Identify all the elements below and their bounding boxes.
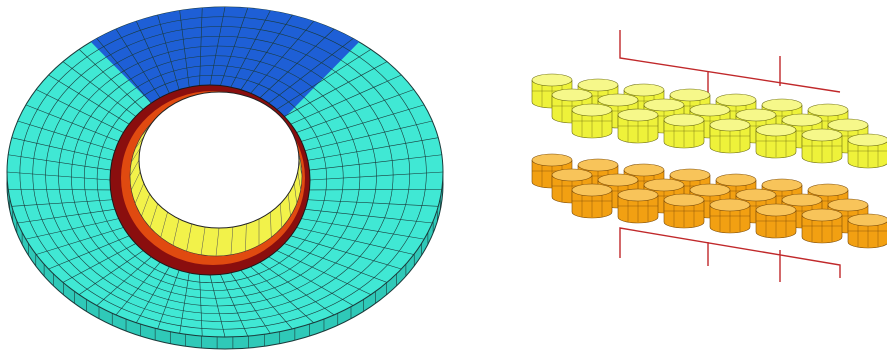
wall-mesh-line <box>129 159 140 177</box>
cylinder-top <box>735 188 777 202</box>
cylinder <box>571 103 613 139</box>
cylinder <box>847 213 887 249</box>
wall-mesh-line <box>149 203 158 228</box>
cylinder-top <box>807 103 849 117</box>
cylinder-top <box>617 188 659 202</box>
cylinder-top <box>715 93 757 107</box>
cylinder-top <box>827 118 869 132</box>
wall-mesh-line <box>134 136 145 149</box>
cylinder-top <box>755 203 797 217</box>
cylinder <box>617 188 659 224</box>
cylinder-top <box>761 178 803 192</box>
ring-mesh-line <box>58 45 377 307</box>
cylinder <box>801 128 843 164</box>
ring-mesh-line <box>32 26 411 322</box>
cylinder-side <box>847 219 887 249</box>
cylinder-top <box>847 133 887 147</box>
cylinder <box>709 198 751 234</box>
cylinder <box>663 113 705 149</box>
cylinder-top <box>689 103 731 117</box>
cylinder-top <box>571 103 613 117</box>
ring-mesh-line <box>71 55 361 299</box>
cylinder-layers <box>531 73 887 249</box>
wall-mesh-line <box>230 226 234 255</box>
cylinder-top <box>735 108 777 122</box>
cylinder-top <box>623 163 665 177</box>
ring-mesh-line <box>19 16 427 330</box>
cylinder <box>709 118 751 154</box>
cylinder-top <box>551 168 593 182</box>
torus-mesh <box>6 6 444 350</box>
cylinder-top <box>761 98 803 112</box>
cylinder-top <box>689 183 731 197</box>
cylinder-top <box>643 178 685 192</box>
wall-mesh-line <box>215 227 220 257</box>
cylinder <box>755 203 797 239</box>
wall-mesh-line <box>186 223 192 252</box>
cylinder <box>663 193 705 229</box>
lower-connector <box>619 227 841 282</box>
cylinder-top <box>801 128 843 142</box>
cylinder-top <box>801 208 843 222</box>
wall-mesh-line <box>160 212 168 238</box>
cylinder-top <box>617 108 659 122</box>
wall-mesh-line <box>270 212 272 238</box>
cylinder-top <box>597 173 639 187</box>
wall-mesh-line <box>297 171 301 190</box>
ring-mesh-line <box>45 35 394 315</box>
wall-mesh-line <box>298 159 303 177</box>
cylinder-top <box>669 88 711 102</box>
cylinder <box>571 183 613 219</box>
cylinder-top <box>827 198 869 212</box>
wall-mesh-line <box>131 171 141 191</box>
wall-mesh-line <box>141 193 150 217</box>
cylinder-top <box>781 113 823 127</box>
connector-lines <box>619 30 841 282</box>
cylinder-top <box>531 73 573 87</box>
cylinder-top <box>571 183 613 197</box>
cylinder-top <box>807 183 849 197</box>
cylinder-top <box>577 78 619 92</box>
cylinder-top <box>643 98 685 112</box>
cylinder-top <box>755 123 797 137</box>
cylinder <box>847 133 887 169</box>
cylinder-top <box>709 118 751 132</box>
cylinder-top <box>531 153 573 167</box>
upper-connector <box>619 30 841 96</box>
cylinder-top <box>781 193 823 207</box>
cylinder-top <box>847 213 887 227</box>
cylinder-top <box>577 158 619 172</box>
cylinder-top <box>597 93 639 107</box>
wall-mesh-line <box>131 148 141 163</box>
cylinder-top <box>551 88 593 102</box>
wall-mesh-line <box>172 218 180 246</box>
ring-mesh-line <box>83 65 344 291</box>
wall-mesh-line <box>293 183 298 204</box>
wall-mesh-line <box>245 223 247 252</box>
cylinder <box>617 108 659 144</box>
wall-mesh-line <box>134 183 145 204</box>
cylinder-top <box>715 173 757 187</box>
hole <box>138 91 300 229</box>
cylinder-top <box>709 198 751 212</box>
cylinder <box>755 123 797 159</box>
wall-mesh-line <box>288 193 291 217</box>
cylinder-top <box>663 193 705 207</box>
cylinder-top <box>623 83 665 97</box>
ring-mesh-line <box>96 74 327 284</box>
wall-mesh-line <box>200 226 206 255</box>
mesh-lines <box>6 6 444 349</box>
cylinder <box>801 208 843 244</box>
cylinder-side <box>847 139 887 169</box>
wall-mesh-line <box>280 203 283 228</box>
cylinder-top <box>669 168 711 182</box>
cylinder-top <box>663 113 705 127</box>
